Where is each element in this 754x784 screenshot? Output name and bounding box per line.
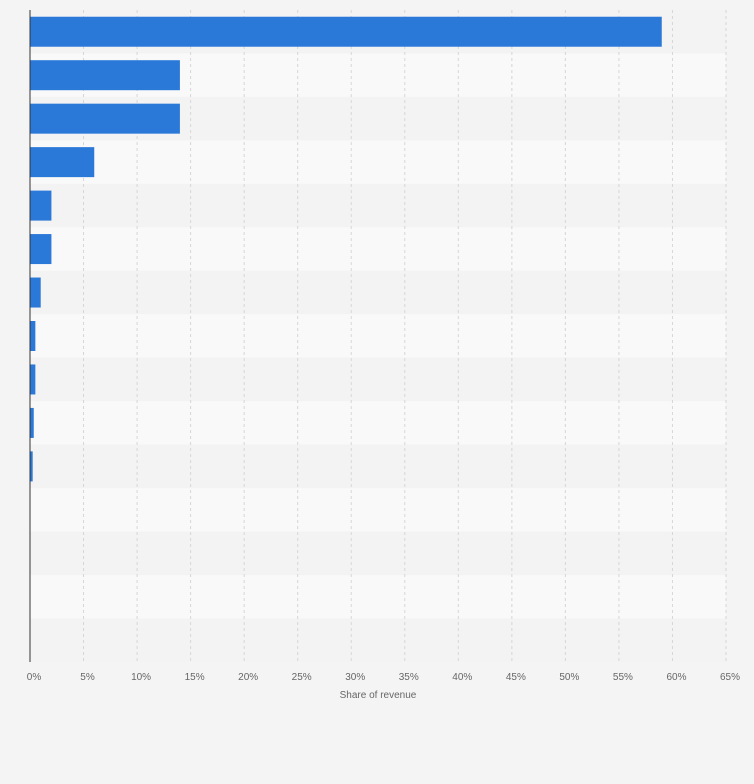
bar[interactable] (30, 103, 180, 134)
bar[interactable] (30, 277, 41, 308)
x-tick-labels: 0% 5% 10% 15% 20% 25% 30% 35% 40% 45% 50% 55% 60% 65% (27, 672, 740, 683)
bar[interactable] (30, 16, 662, 47)
bars (30, 16, 662, 482)
x-tick-label: 45% (506, 672, 526, 683)
row-band (30, 140, 726, 184)
x-tick-label: 10% (131, 672, 151, 683)
x-tick-label: 60% (666, 672, 686, 683)
x-tick-label: 5% (80, 672, 95, 683)
x-tick-label: 20% (238, 672, 258, 683)
row-band (30, 357, 726, 402)
x-tick-label: 30% (345, 672, 365, 683)
bar[interactable] (30, 190, 52, 221)
x-tick-label: 55% (613, 672, 633, 683)
bar[interactable] (30, 364, 36, 395)
row-band (30, 575, 726, 619)
row-band (30, 618, 726, 662)
row-band (30, 314, 726, 358)
row-band (30, 183, 726, 228)
bar[interactable] (30, 321, 36, 351)
x-tick-label: 25% (292, 672, 312, 683)
x-tick-label: 15% (185, 672, 205, 683)
row-band (30, 531, 726, 576)
bar[interactable] (30, 234, 52, 265)
row-band (30, 488, 726, 532)
x-tick-label: 40% (452, 672, 472, 683)
x-tick-label: 0% (27, 672, 42, 683)
x-tick-label: 65% (720, 672, 740, 683)
bar[interactable] (30, 60, 180, 91)
row-band (30, 270, 726, 315)
x-tick-label: 35% (399, 672, 419, 683)
x-tick-label: 50% (559, 672, 579, 683)
x-axis-label: Share of revenue (340, 690, 417, 701)
row-bands (30, 10, 726, 662)
bar[interactable] (30, 407, 34, 438)
row-band (30, 227, 726, 271)
row-band (30, 401, 726, 445)
bar[interactable] (30, 451, 33, 482)
row-band (30, 444, 726, 489)
bar[interactable] (30, 147, 95, 178)
